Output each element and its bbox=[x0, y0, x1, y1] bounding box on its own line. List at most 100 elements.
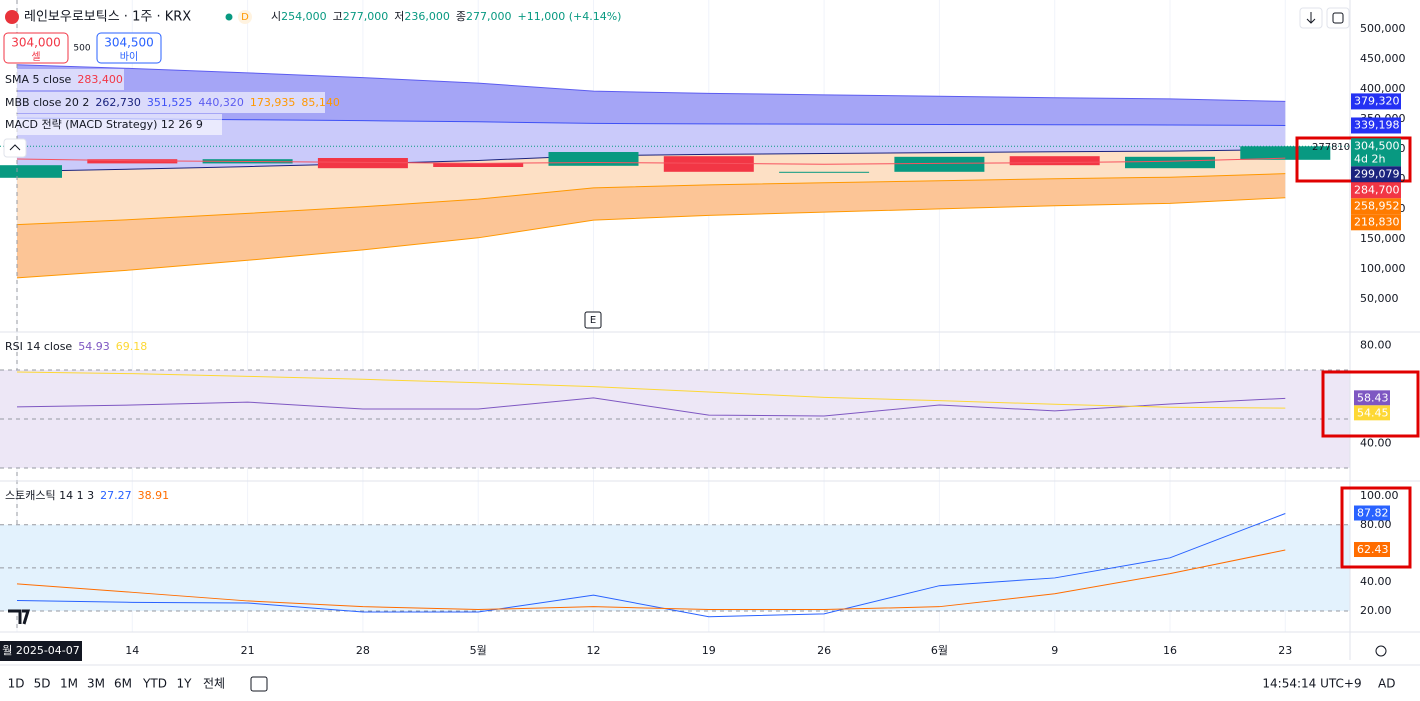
x-tick-label: 5월 bbox=[470, 644, 487, 657]
x-tick-label: 21 bbox=[241, 644, 255, 657]
x-tick-label: 28 bbox=[356, 644, 370, 657]
tv-logo bbox=[8, 609, 31, 625]
spread: 500 bbox=[73, 44, 90, 54]
indicator-legend[interactable]: RSI 14 close 54.93 69.18 bbox=[5, 340, 147, 353]
band-line bbox=[16, 64, 1286, 102]
y-tick-label: 50,000 bbox=[1360, 292, 1399, 305]
ohlc-value: 277,000 bbox=[343, 10, 389, 23]
range-button[interactable]: 6M bbox=[114, 677, 132, 691]
settings-icon[interactable] bbox=[1375, 645, 1387, 657]
y-tick-label: 150,000 bbox=[1360, 232, 1406, 245]
fullscreen-icon bbox=[1332, 12, 1344, 24]
price-tag bbox=[1351, 138, 1401, 167]
x-tick-label: 23 bbox=[1278, 644, 1292, 657]
sma-line bbox=[16, 157, 1286, 165]
collapse-button[interactable] bbox=[3, 138, 27, 158]
x-tick-label: 월 2025-04-07 bbox=[2, 644, 80, 657]
ohlc-label: 고 bbox=[333, 10, 343, 23]
arrow-icon bbox=[1306, 12, 1316, 24]
price-tag-label: 54.45 bbox=[1357, 406, 1389, 419]
plot-area bbox=[0, 0, 1350, 632]
candle-body bbox=[0, 165, 62, 178]
cursor-date-bg bbox=[0, 641, 82, 661]
price-tag bbox=[1354, 390, 1390, 406]
indicator-line bbox=[16, 513, 1286, 618]
legend-value: 283,400 bbox=[77, 73, 123, 86]
range-button[interactable]: 1M bbox=[60, 677, 78, 691]
indicator-line bbox=[16, 397, 1286, 417]
buy-button[interactable] bbox=[96, 32, 162, 64]
band-fill bbox=[17, 173, 1286, 278]
earnings-marker: E bbox=[590, 315, 596, 326]
collapse-icon bbox=[9, 144, 21, 151]
x-tick-label: 19 bbox=[702, 644, 716, 657]
candle-body bbox=[548, 151, 639, 166]
legend-value: 69.18 bbox=[116, 340, 148, 353]
range-button[interactable]: 1D bbox=[8, 677, 25, 691]
highlight-box bbox=[1321, 370, 1420, 438]
symbol[interactable]: 레인보우로보틱스 · 1주 · KRX bbox=[24, 10, 191, 25]
price-tag bbox=[1351, 93, 1401, 110]
x-tick-label: 9 bbox=[1051, 644, 1058, 657]
adj-button[interactable]: AD bbox=[1378, 677, 1395, 691]
earnings-box[interactable] bbox=[584, 311, 602, 329]
range-button[interactable]: 5D bbox=[34, 677, 51, 691]
price-tag bbox=[1354, 405, 1390, 421]
legend-bg bbox=[0, 114, 222, 135]
band-line bbox=[16, 149, 1286, 172]
price-tag-label: 304,500 bbox=[1354, 139, 1400, 152]
price-tag-label: 58.43 bbox=[1357, 391, 1389, 404]
mbb-legend[interactable]: MBB close 20 2 262,730 351,525 440,320 173,9… bbox=[5, 96, 340, 109]
badge: D bbox=[241, 12, 249, 23]
fullscreen-button[interactable] bbox=[1326, 7, 1350, 29]
band-line bbox=[16, 173, 1286, 226]
price-tag-label: 284,700 bbox=[1354, 183, 1400, 196]
candle-body bbox=[1125, 156, 1215, 169]
ohlc: 시254,000 고277,000 저236,000 종277,000 +11,000 … bbox=[271, 10, 621, 23]
overlay: 레인보우로보틱스 · 1주 · KRX D 시254,000 고277,000 저2… bbox=[0, 7, 1420, 692]
band-line bbox=[16, 197, 1286, 279]
band-line bbox=[16, 117, 1286, 126]
clock: 14:54:14 UTC+9 bbox=[1262, 677, 1361, 691]
y-tick-label: 450,000 bbox=[1360, 52, 1406, 65]
price-tag bbox=[1351, 198, 1401, 215]
range-button[interactable]: 3M bbox=[87, 677, 105, 691]
price-tag-label: 218,830 bbox=[1354, 215, 1400, 228]
sma-legend[interactable]: SMA 5 close 283,400 bbox=[5, 73, 123, 86]
price-tag-label: 258,952 bbox=[1354, 199, 1400, 212]
y-tick-label: 40.00 bbox=[1360, 575, 1392, 588]
price-tag-label: 62.43 bbox=[1357, 543, 1389, 556]
calendar-icon[interactable] bbox=[250, 676, 268, 692]
highlight-box bbox=[1340, 486, 1412, 569]
ohlc-value: 236,000 bbox=[404, 10, 450, 23]
legend-value: 38.91 bbox=[138, 489, 170, 502]
legend-value: 27.27 bbox=[100, 489, 132, 502]
indicator-line bbox=[16, 549, 1286, 611]
indicator-line bbox=[16, 371, 1286, 409]
macd-legend[interactable]: MACD 전략 (MACD Strategy) 12 26 9 bbox=[5, 118, 203, 131]
candle-body bbox=[894, 156, 985, 172]
price-tag-label: 87.82 bbox=[1357, 507, 1389, 520]
x-tick-label: 14 bbox=[125, 644, 139, 657]
legend-name: RSI 14 close bbox=[5, 340, 72, 353]
y-tick-label: 80.00 bbox=[1360, 338, 1392, 351]
ohlc-value: 254,000 bbox=[281, 10, 327, 23]
indicator-legend[interactable]: 스토캐스틱 14 1 3 27.27 38.91 bbox=[5, 489, 169, 502]
range-button[interactable]: 1Y bbox=[177, 677, 193, 691]
candle-body bbox=[663, 156, 754, 172]
price-tag-label: 379,320 bbox=[1354, 94, 1400, 107]
ohlc-label: 시 bbox=[271, 10, 281, 23]
legend-bg bbox=[0, 69, 124, 90]
sell-button[interactable] bbox=[3, 32, 69, 64]
range-button[interactable]: 전체 bbox=[203, 677, 225, 691]
countdown: 4d 2h bbox=[1354, 152, 1385, 165]
price-tag bbox=[1351, 166, 1401, 183]
y-tick-label: 400,000 bbox=[1360, 82, 1406, 95]
status-dot bbox=[225, 13, 233, 21]
price-tag bbox=[1351, 214, 1401, 231]
y-tick-label: 100,000 bbox=[1360, 262, 1406, 275]
legend-value: 351,525 bbox=[147, 96, 193, 109]
legend-value: 54.93 bbox=[78, 340, 110, 353]
range-button[interactable]: YTD bbox=[142, 677, 167, 691]
